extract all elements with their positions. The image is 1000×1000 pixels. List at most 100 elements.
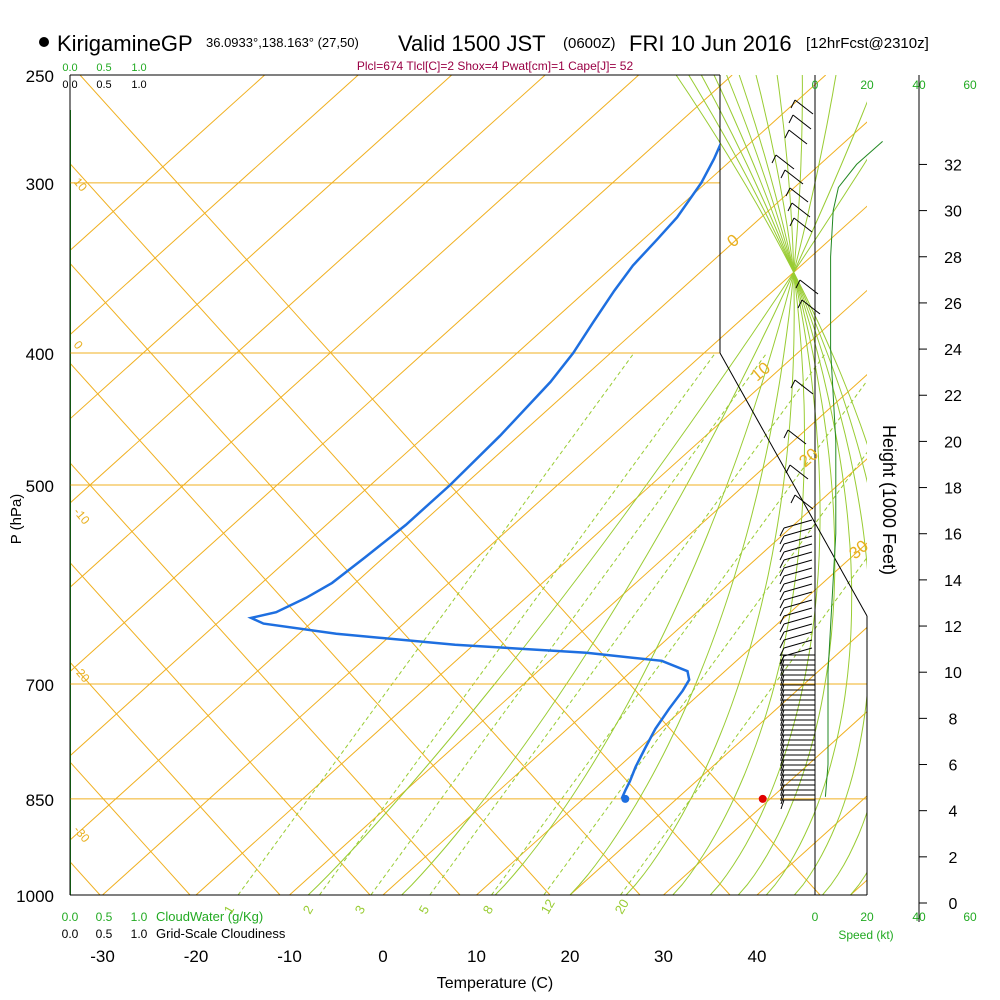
height-tick-label: 4 [949, 804, 958, 821]
isotherm-line [70, 75, 453, 420]
temperature-tick-label: -20 [184, 947, 209, 966]
forecast-label: [12hrFcst@2310z] [806, 35, 929, 52]
surface-dewpoint-dot [621, 794, 630, 803]
wind-barb [783, 527, 813, 537]
wind-barb [783, 583, 813, 593]
speed-tick-bottom: 40 [912, 910, 926, 924]
pressure-label: 1000 [16, 887, 54, 906]
wind-barb [779, 655, 785, 665]
wind-barb [794, 379, 814, 395]
moist-adiabat-line [675, 75, 867, 895]
cloud-scale-top-black: 0.5 [96, 79, 111, 91]
pressure-label: 400 [26, 345, 54, 364]
wind-barb [779, 535, 785, 545]
height-tick-label: 22 [944, 388, 962, 405]
cloudiness-title: Grid-Scale Cloudiness [156, 926, 286, 941]
zulu-time: (0600Z) [563, 35, 616, 52]
wind-barb [780, 169, 786, 179]
pressure-label: 500 [26, 477, 54, 496]
wind-barb [799, 279, 819, 295]
wind-barb [783, 543, 813, 553]
height-tick-label: 8 [949, 711, 958, 728]
wind-barb [783, 615, 813, 625]
moist-adiabat-line [713, 75, 853, 895]
height-tick-label: 16 [944, 527, 962, 544]
wind-barb [779, 575, 785, 585]
speed-axis-title: Speed (kt) [838, 928, 893, 942]
temperature-tick-label: 40 [748, 947, 767, 966]
wind-barb [783, 429, 789, 439]
wind-barb [791, 202, 811, 218]
wind-barbs [771, 99, 883, 810]
data-layer [247, 142, 720, 801]
dewpoint-line [247, 142, 720, 801]
isotherm-label: 0 [723, 230, 742, 251]
moist-adiabat-line [709, 75, 821, 895]
height-tick-label: 20 [944, 434, 962, 451]
wind-barb [793, 217, 813, 233]
station-location: 36.0933°,138.163° (27,50) [206, 35, 359, 50]
speed-tick-bottom: 20 [860, 910, 874, 924]
cloud-scale-top-green: 0.0 [62, 62, 77, 74]
wind-barb [792, 114, 812, 130]
wind-barb [787, 202, 793, 212]
speed-tick-top: 0 [812, 78, 819, 92]
height-tick-label: 14 [944, 573, 962, 590]
wind-barb [784, 169, 804, 185]
wind-barb [783, 591, 813, 601]
height-tick-label: 0 [949, 896, 958, 913]
moist-adiabat-line [672, 75, 805, 895]
dry-adiabat-line [70, 661, 281, 895]
title-block: KirigamineGP 36.0933°,138.163° (27,50) V… [39, 31, 929, 73]
cloud-scale-top-green: 1.0 [131, 62, 146, 74]
height-tick-label: 6 [949, 758, 958, 775]
x-axis-title: Temperature (C) [437, 975, 553, 992]
height-tick-label: 2 [949, 850, 958, 867]
isotherm-line [382, 458, 867, 895]
isotherm-line [476, 542, 867, 895]
wind-barb [779, 647, 785, 657]
wind-barb [783, 575, 813, 585]
pressure-label: 250 [26, 67, 54, 86]
wind-barb [801, 299, 821, 315]
cloud-scale-bottom-green: 0.0 [62, 910, 79, 924]
cloud-scale-bottom-black: 0.5 [96, 927, 113, 941]
mixing-ratio-line [370, 352, 768, 895]
height-tick-label: 12 [944, 619, 962, 636]
wind-barb [779, 631, 785, 641]
wind-barb [785, 464, 791, 474]
dry-adiabat-line [0, 75, 10, 895]
mixing-ratio-label: 2 [300, 903, 317, 917]
wind-barb [771, 154, 777, 164]
wind-barb [779, 527, 785, 537]
isobar-layer [70, 74, 867, 896]
adiabat-label: -10 [71, 505, 93, 528]
isotherm-label: 10 [747, 358, 774, 385]
wind-barb [779, 551, 785, 561]
wind-barb [779, 615, 785, 625]
mixing-ratio-line [237, 352, 635, 895]
speed-tick-top: 40 [912, 78, 926, 92]
wind-barb [779, 591, 785, 601]
station-dot [39, 37, 49, 47]
cloud-scale-bottom-black: 1.0 [131, 927, 148, 941]
wind-barb [783, 559, 813, 569]
station-name: KirigamineGP [57, 31, 193, 56]
adiabat-label: 10 [71, 175, 91, 194]
temperature-tick-label: -10 [277, 947, 302, 966]
speed-tick-top: 60 [963, 78, 977, 92]
wind-barb [779, 543, 785, 553]
wind-barb [783, 623, 813, 633]
cloud-scale-bottom-black: 0.0 [62, 927, 79, 941]
mixing-ratio-line [319, 352, 716, 895]
wind-barb [783, 567, 813, 577]
wind-barb [784, 129, 790, 139]
cloud-scale-top-black: 1.0 [131, 79, 146, 91]
wind-speed-line [824, 141, 883, 797]
wind-barb [790, 379, 796, 389]
wind-barb [779, 599, 785, 609]
wind-barb [797, 299, 803, 309]
wind-barb [790, 494, 796, 504]
wind-barb [795, 279, 801, 289]
